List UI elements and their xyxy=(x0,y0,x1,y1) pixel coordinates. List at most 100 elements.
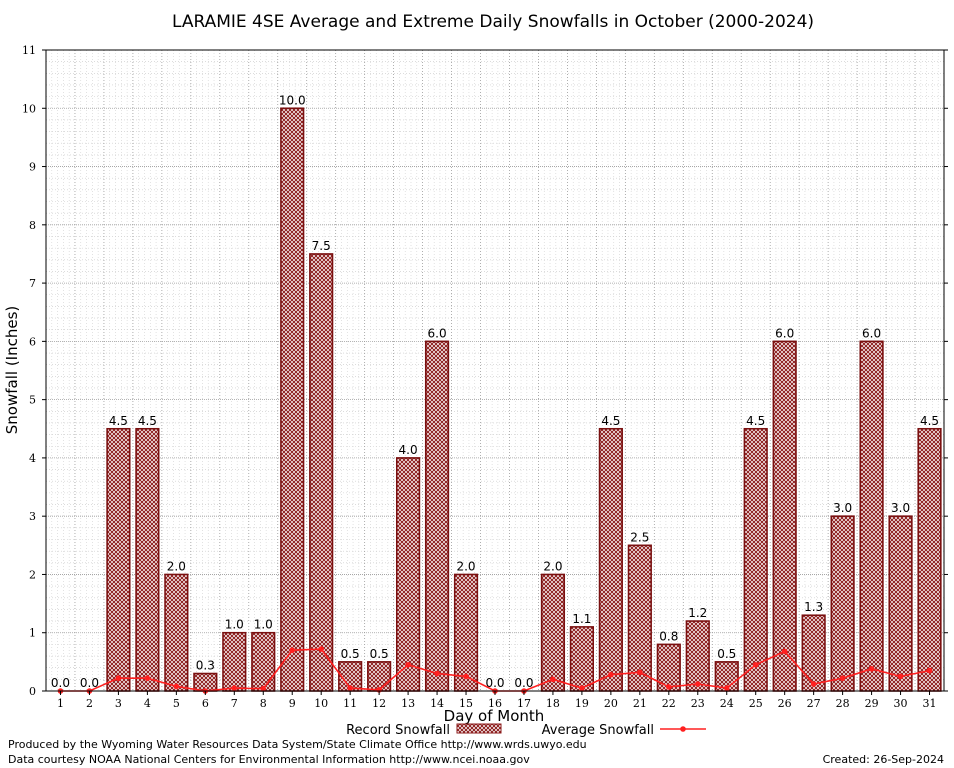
x-tick-label-10: 10 xyxy=(314,697,328,710)
average-point-day-20 xyxy=(608,671,614,678)
bar-label-day-15: 2.0 xyxy=(456,559,475,573)
average-point-day-8 xyxy=(260,685,267,692)
bar-label-day-18: 2.0 xyxy=(543,559,562,573)
bar-day-30 xyxy=(888,515,913,692)
legend: Record Snowfall Average Snowfall xyxy=(346,723,706,738)
x-tick-label-18: 18 xyxy=(546,697,560,710)
bar-day-28 xyxy=(830,515,855,692)
bar-day-12 xyxy=(367,661,392,692)
bar-label-day-30: 3.0 xyxy=(891,501,910,515)
bar-label-day-26: 6.0 xyxy=(775,326,794,340)
bar-label-day-14: 6.0 xyxy=(428,326,447,340)
x-tick-label-13: 13 xyxy=(401,697,415,710)
x-tick-label-3: 3 xyxy=(115,697,122,710)
x-tick-label-24: 24 xyxy=(720,697,734,710)
legend-average-marker xyxy=(680,726,686,732)
x-tick-label-1: 1 xyxy=(57,697,64,710)
y-tick-label: 3 xyxy=(29,510,36,523)
bar-day-18 xyxy=(540,573,566,692)
x-tick-label-27: 27 xyxy=(807,697,821,710)
average-point-day-7 xyxy=(231,685,238,691)
y-tick-label: 5 xyxy=(29,394,36,407)
x-ticks-group: 1 2 3 4 5 6 7 8 9 10 11 12 13 14 15 16 17 18 19 20 21 22 23 24 2… xyxy=(57,691,937,710)
bar-labels-group: 0.0 0.0 4.5 4.5 2.0 0.3 1.0 1.0 10.0 7.5 0.5 0.5 4.0… xyxy=(51,93,939,690)
x-tick-label-19: 19 xyxy=(575,697,589,710)
y-tick-label: 10 xyxy=(22,102,36,115)
bar-label-day-9: 10.0 xyxy=(279,93,306,107)
x-tick-label-7: 7 xyxy=(231,697,238,710)
x-tick-label-2: 2 xyxy=(86,697,93,710)
bar-day-21 xyxy=(627,544,652,692)
x-tick-label-31: 31 xyxy=(923,697,937,710)
bar-label-day-10: 7.5 xyxy=(312,239,331,253)
bar-label-day-28: 3.0 xyxy=(833,501,852,515)
bar-label-day-3: 4.5 xyxy=(109,414,128,428)
x-tick-label-16: 16 xyxy=(488,697,502,710)
bar-label-day-20: 4.5 xyxy=(601,414,620,428)
y-ticks-group: 0 1 2 3 4 5 6 7 8 9 10 11 xyxy=(22,44,948,698)
x-tick-label-22: 22 xyxy=(662,697,676,710)
x-tick-label-8: 8 xyxy=(260,697,267,710)
average-point-day-10 xyxy=(318,646,324,652)
bar-label-day-1: 0.0 xyxy=(51,676,70,690)
bar-day-15 xyxy=(453,573,479,692)
x-tick-label-26: 26 xyxy=(778,697,792,710)
bar-label-day-29: 6.0 xyxy=(862,326,881,340)
y-axis-label: Snowfall (Inches) xyxy=(3,306,21,434)
average-point-day-14 xyxy=(434,670,440,677)
average-point-day-28 xyxy=(839,675,846,681)
bar-label-day-13: 4.0 xyxy=(399,443,418,457)
average-point-day-26 xyxy=(781,648,788,655)
bar-label-day-25: 4.5 xyxy=(746,414,765,428)
bar-label-day-22: 0.8 xyxy=(659,629,678,643)
x-tick-label-11: 11 xyxy=(343,697,357,710)
x-tick-label-15: 15 xyxy=(459,697,473,710)
bar-label-day-27: 1.3 xyxy=(804,600,823,614)
y-tick-label: 11 xyxy=(22,44,36,57)
x-tick-label-21: 21 xyxy=(633,697,647,710)
average-point-day-13 xyxy=(405,661,411,668)
bar-day-20 xyxy=(598,427,623,692)
average-point-day-23 xyxy=(694,681,701,687)
y-tick-label: 6 xyxy=(29,335,36,348)
y-tick-label: 1 xyxy=(29,627,36,640)
bar-day-13 xyxy=(395,457,421,692)
average-point-day-19 xyxy=(579,685,585,691)
footer-created: Created: 26-Sep-2024 xyxy=(823,753,944,766)
bar-day-26 xyxy=(772,340,797,692)
y-tick-label: 9 xyxy=(29,161,36,174)
x-tick-label-6: 6 xyxy=(202,697,209,710)
bar-label-day-31: 4.5 xyxy=(920,414,939,428)
bar-day-31 xyxy=(917,427,942,692)
average-point-day-24 xyxy=(723,685,730,691)
y-tick-label: 7 xyxy=(29,277,36,290)
x-tick-label-29: 29 xyxy=(865,697,879,710)
average-point-day-18 xyxy=(550,676,556,683)
x-tick-label-20: 20 xyxy=(604,697,618,710)
y-tick-label: 0 xyxy=(29,685,36,698)
bar-day-9 xyxy=(280,107,305,692)
bar-day-19 xyxy=(569,626,595,692)
average-point-day-31 xyxy=(926,667,933,674)
bar-day-27 xyxy=(801,614,826,692)
bar-label-day-23: 1.2 xyxy=(688,606,707,620)
bar-label-day-2: 0.0 xyxy=(80,676,99,690)
bar-label-day-5: 2.0 xyxy=(167,559,186,573)
bar-day-8 xyxy=(251,631,276,692)
legend-average-label: Average Snowfall xyxy=(542,723,654,738)
legend-record-label: Record Snowfall xyxy=(346,723,450,738)
average-point-day-30 xyxy=(897,673,904,680)
x-tick-label-25: 25 xyxy=(749,697,763,710)
footer-produced-by: Produced by the Wyoming Water Resources … xyxy=(8,738,587,751)
bar-day-23 xyxy=(685,620,710,692)
bar-day-4 xyxy=(135,427,160,692)
bar-label-day-7: 1.0 xyxy=(225,618,244,632)
x-tick-label-14: 14 xyxy=(430,697,444,710)
x-tick-label-28: 28 xyxy=(836,697,850,710)
chart-title: LARAMIE 4SE Average and Extreme Daily Sn… xyxy=(172,12,814,32)
x-tick-label-30: 30 xyxy=(894,697,908,710)
bar-label-day-6: 0.3 xyxy=(196,659,215,673)
bar-day-22 xyxy=(656,643,681,692)
average-point-day-3 xyxy=(115,675,122,681)
